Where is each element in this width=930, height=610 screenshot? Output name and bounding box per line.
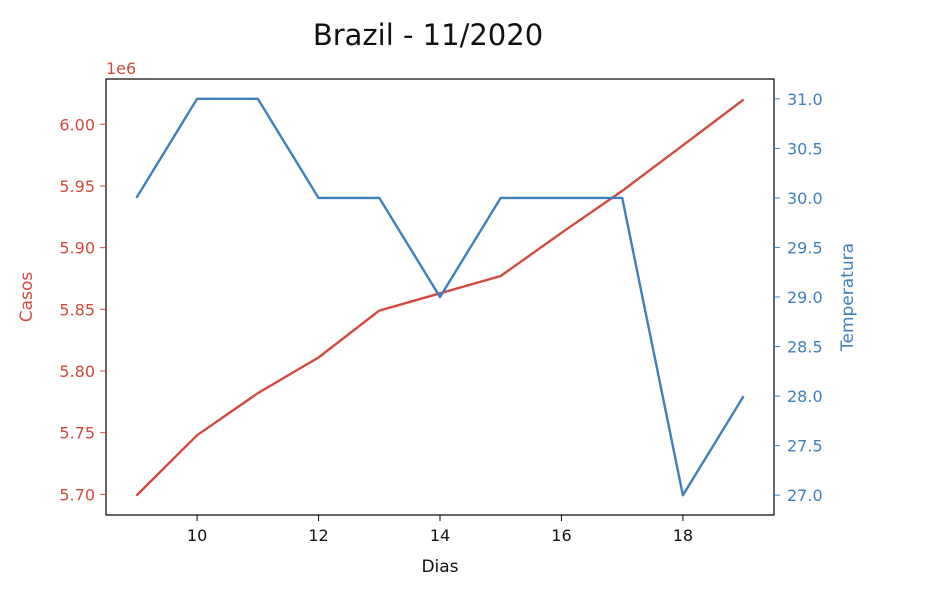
series-line-right — [135, 97, 745, 497]
x-tick-label: 14 — [430, 526, 450, 545]
right-axis-ticks: 27.0 27.5 28.0 28.5 29.0 29.5 30.0 30.5 31.0 — [774, 90, 823, 505]
x-tick-label: 10 — [187, 526, 207, 545]
right-tick-label: 29.5 — [787, 238, 823, 257]
left-tick-label: 5.90 — [59, 239, 95, 258]
right-tick-label: 27.5 — [787, 437, 823, 456]
right-tick-label: 30.5 — [787, 139, 823, 158]
right-tick-label: 27.0 — [787, 486, 823, 505]
left-tick-label: 6.00 — [59, 115, 95, 134]
left-tick-label: 5.80 — [59, 362, 95, 381]
x-tick-label: 16 — [551, 526, 571, 545]
x-axis-ticks: 10 12 14 16 18 — [187, 515, 693, 545]
left-tick-label: 5.75 — [59, 424, 95, 443]
chart-title: Brazil - 11/2020 — [313, 18, 543, 52]
left-axis-ticks: 5.70 5.75 5.80 5.85 5.90 5.95 6.00 — [59, 115, 106, 504]
right-axis-label: Temperatura — [838, 243, 858, 352]
right-tick-label: 28.0 — [787, 387, 823, 406]
right-tick-label: 30.0 — [787, 189, 823, 208]
x-tick-label: 18 — [673, 526, 693, 545]
right-tick-label: 31.0 — [787, 90, 823, 109]
left-tick-label: 5.95 — [59, 177, 95, 196]
left-axis-label: Casos — [17, 272, 37, 323]
left-tick-label: 5.70 — [59, 485, 95, 504]
x-tick-label: 12 — [308, 526, 328, 545]
left-tick-label: 5.85 — [59, 300, 95, 319]
right-tick-label: 29.0 — [787, 288, 823, 307]
right-tick-label: 28.5 — [787, 338, 823, 357]
x-axis-label: Dias — [421, 557, 458, 577]
plot-area — [135, 97, 745, 497]
series-line-left — [135, 98, 745, 497]
left-axis-offset-text: 1e6 — [106, 59, 136, 78]
